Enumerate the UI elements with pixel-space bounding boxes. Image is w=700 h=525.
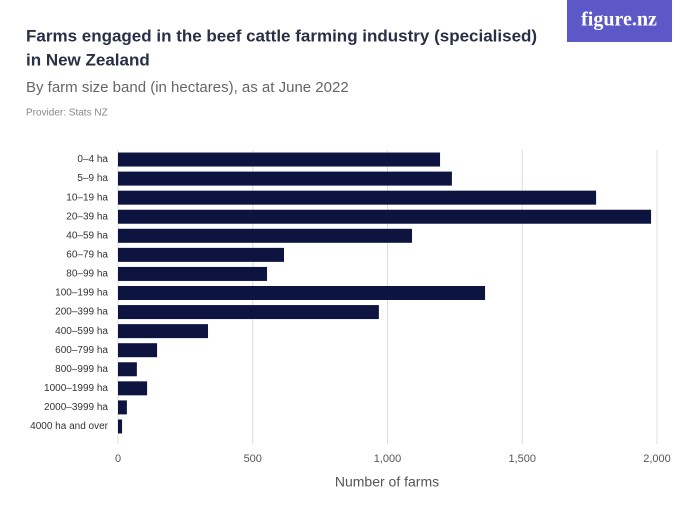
y-tick-label: 4000 ha and over [30, 421, 109, 432]
bar [118, 324, 209, 339]
y-tick-label: 80–99 ha [66, 269, 108, 280]
y-tick-label: 10–19 ha [66, 192, 108, 203]
y-tick-label: 100–199 ha [55, 288, 108, 299]
bar [118, 209, 652, 224]
chart-title: Farms engaged in the beef cattle farming… [26, 26, 537, 45]
bar [118, 152, 441, 167]
bar [118, 362, 137, 377]
y-tick-label: 2000–3999 ha [44, 402, 108, 413]
x-tick-label: 2,000 [643, 453, 671, 465]
bar [118, 381, 148, 396]
bar [118, 419, 123, 434]
y-tick-label: 600–799 ha [55, 345, 108, 356]
y-tick-label: 0–4 ha [77, 154, 108, 165]
x-axis-title: Number of farms [335, 474, 439, 490]
logo-box [567, 0, 672, 42]
bar [118, 343, 158, 358]
bar [118, 247, 285, 262]
bar [118, 305, 379, 320]
logo: figure.nz [581, 9, 657, 31]
y-tick-label: 400–599 ha [55, 326, 108, 337]
x-tick-label: 1,500 [508, 453, 536, 465]
bar [118, 286, 486, 300]
chart-title: in New Zealand [26, 50, 150, 69]
y-tick-label: 800–999 ha [55, 364, 108, 375]
y-tick-label: 40–59 ha [66, 230, 108, 241]
y-tick-label: 5–9 ha [77, 173, 108, 184]
bar [118, 190, 597, 205]
bar [118, 228, 413, 243]
bar [118, 171, 452, 186]
y-tick-label: 1000–1999 ha [44, 383, 108, 394]
y-tick-label: 60–79 ha [66, 250, 108, 261]
bar [118, 266, 268, 281]
y-tick-label: 200–399 ha [55, 307, 108, 318]
x-tick-label: 500 [244, 453, 262, 465]
provider: Provider: Stats NZ [26, 108, 108, 119]
x-tick-label: 0 [115, 453, 121, 465]
x-tick-label: 1,000 [374, 453, 402, 465]
bar [118, 400, 127, 415]
subtitle: By farm size band (in hectares), as at J… [26, 79, 349, 96]
y-tick-label: 20–39 ha [66, 211, 108, 222]
